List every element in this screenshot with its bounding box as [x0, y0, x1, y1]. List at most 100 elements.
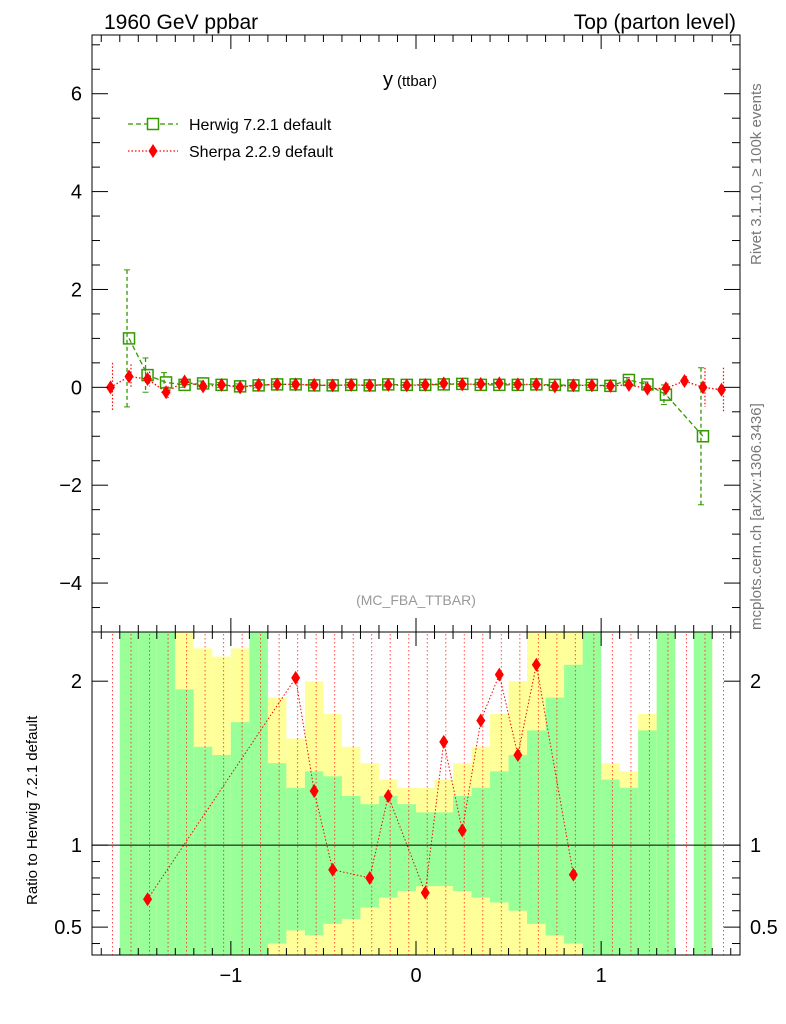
ratio-point: [531, 657, 541, 672]
mcplots-label: mcplots.cern.ch [arXiv:1306.3436]: [748, 403, 765, 630]
ratio-point: [309, 784, 319, 799]
sherpa-point: [106, 380, 116, 395]
sherpa-point: [272, 377, 282, 392]
green-band: [656, 632, 676, 955]
green-band: [564, 664, 583, 944]
green-band: [453, 795, 472, 892]
sherpa-point: [402, 378, 412, 393]
sherpa-point: [679, 373, 689, 388]
y-tick-label: −2: [59, 475, 82, 497]
sherpa-point: [420, 377, 430, 392]
legend: Herwig 7.2.1 default Sherpa 2.2.9 default: [128, 117, 334, 161]
sherpa-point: [180, 374, 190, 389]
green-band: [619, 787, 639, 955]
herwig-point: [696, 430, 710, 443]
sherpa-point: [587, 378, 597, 393]
ratio-point: [476, 713, 486, 728]
green-band: [508, 754, 528, 911]
green-band: [434, 812, 454, 887]
ratio-y-tick-label-right: 0.5: [750, 917, 778, 939]
ratio-point: [365, 870, 375, 885]
ratio-ylabel: Ratio to Herwig 7.2.1 default: [24, 715, 41, 905]
sherpa-point: [605, 378, 615, 393]
sherpa-point: [457, 377, 467, 392]
sherpa-point: [124, 369, 134, 384]
ratio-point: [568, 867, 578, 882]
green-band: [212, 754, 231, 955]
ratio-point: [439, 734, 449, 749]
green-band: [267, 763, 287, 944]
analysis-tag: (MC_FBA_TTBAR): [356, 592, 476, 608]
green-band: [341, 795, 361, 919]
green-band: [693, 632, 713, 955]
y-tick-label: −4: [59, 573, 82, 595]
sherpa-point: [235, 380, 245, 395]
ratio-data: [112, 634, 724, 955]
green-band: [138, 632, 157, 955]
green-band: [397, 804, 416, 892]
ratio-point: [513, 747, 523, 762]
x-tick-label: −1: [219, 965, 242, 987]
sherpa-point: [383, 377, 393, 392]
green-band: [601, 779, 620, 955]
sherpa-point: [568, 378, 578, 393]
plot-title: y (ttbar): [383, 69, 437, 91]
sherpa-point: [624, 377, 634, 392]
ratio-y-tick-label: 2: [71, 671, 82, 693]
ratio-sherpa-line: [147, 664, 574, 900]
sherpa-point: [716, 382, 726, 397]
y-tick-label: 2: [71, 279, 82, 301]
ratio-y-tick-label: 1: [71, 835, 82, 857]
sherpa-point: [439, 376, 449, 391]
y-tick-label: 4: [71, 182, 82, 204]
sherpa-point: [143, 372, 153, 387]
x-tick-label: 1: [596, 965, 607, 987]
green-band: [119, 632, 139, 955]
ratio-y-tick-label-right: 1: [750, 835, 761, 857]
green-band: [323, 776, 342, 924]
green-band: [638, 730, 657, 955]
legend-label: Sherpa 2.2.9 default: [189, 144, 334, 161]
green-band: [175, 689, 194, 955]
ratio-point: [420, 885, 430, 900]
ratio-point: [383, 788, 393, 803]
ratio-point: [457, 823, 467, 838]
legend-marker-herwig: [146, 117, 160, 131]
right-title: Top (parton level): [574, 11, 736, 34]
green-band: [230, 722, 250, 955]
y-tick-label: 6: [71, 84, 82, 106]
sherpa-point: [254, 377, 264, 392]
green-band: [249, 632, 268, 955]
sherpa-point: [550, 379, 560, 394]
green-band: [193, 746, 213, 955]
green-band: [527, 730, 546, 924]
green-band: [360, 804, 379, 908]
sherpa-point: [698, 380, 708, 395]
sherpa-point: [661, 381, 671, 396]
main-data: [106, 269, 726, 506]
ratio-point: [494, 667, 504, 682]
left-title: 1960 GeV ppbar: [104, 11, 258, 34]
sherpa-point: [346, 377, 356, 392]
green-band: [378, 795, 398, 898]
ratio-point: [143, 892, 153, 907]
legend-marker-sherpa: [148, 144, 158, 158]
herwig-point: [122, 332, 136, 345]
ratio-point: [328, 862, 338, 877]
green-band: [156, 632, 176, 955]
sherpa-point: [513, 377, 523, 392]
ratio-y-tick-label-right: 2: [750, 671, 761, 693]
legend-label: Herwig 7.2.1 default: [189, 117, 332, 134]
herwig-line: [128, 338, 704, 437]
sherpa-point: [198, 379, 208, 394]
ratio-y-tick-label: 0.5: [54, 917, 82, 939]
green-band: [416, 812, 435, 887]
rivet-label: Rivet 3.1.10, ≥ 100k events: [748, 83, 765, 265]
ratio-bands: [119, 632, 713, 955]
sherpa-point: [476, 376, 486, 391]
legend-item: Sherpa 2.2.9 default: [128, 144, 334, 161]
green-band: [471, 787, 491, 898]
sherpa-point: [291, 377, 301, 392]
sherpa-point: [309, 377, 319, 392]
